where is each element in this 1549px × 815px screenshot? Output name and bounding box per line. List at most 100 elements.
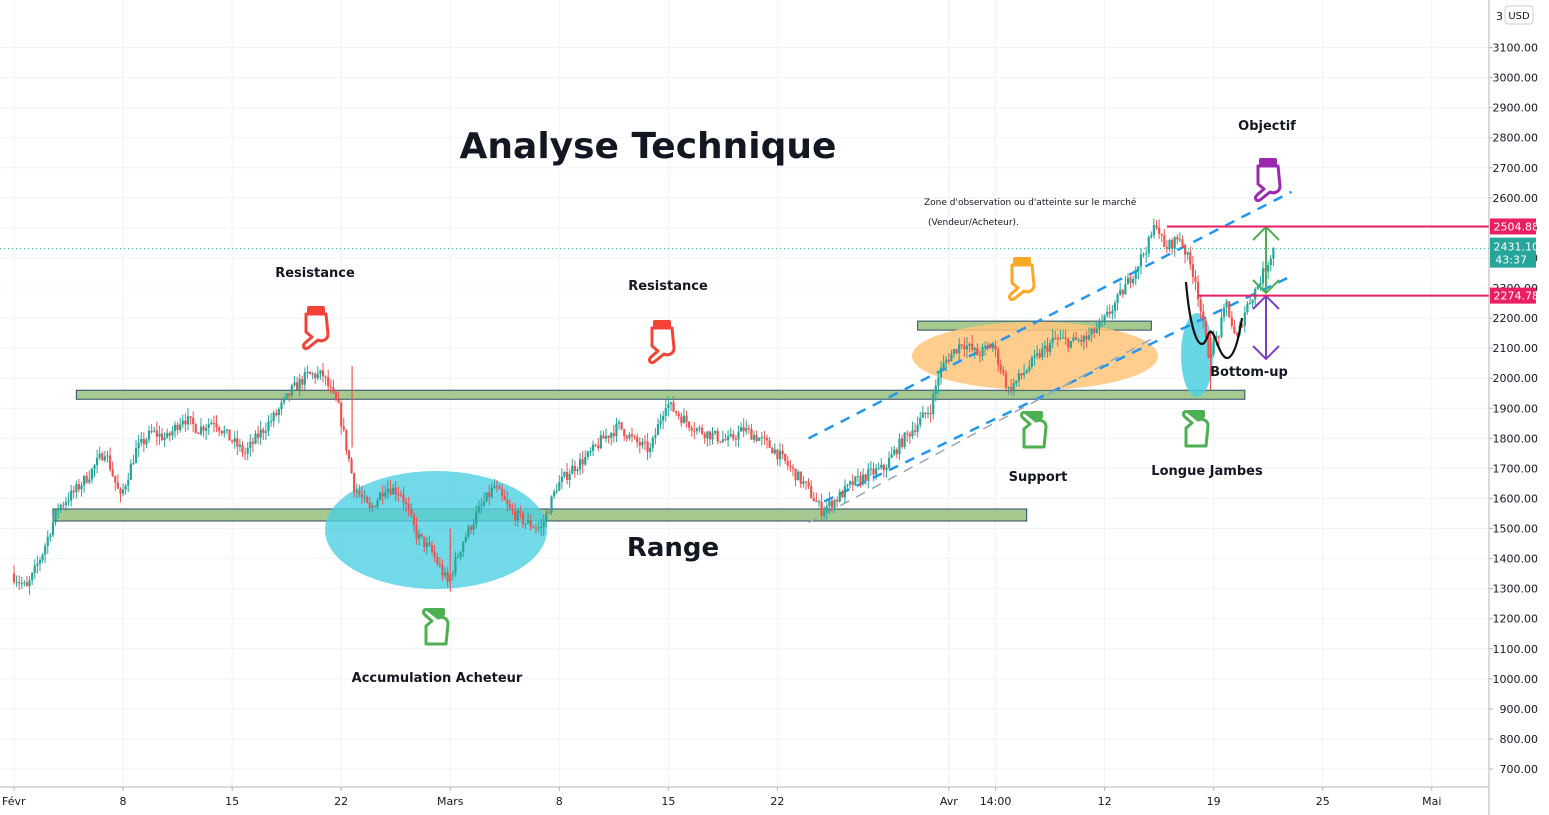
candle-body (849, 481, 852, 485)
candle-body (604, 435, 608, 439)
candle-body (1033, 355, 1036, 358)
candle-body (989, 346, 992, 349)
price-tick-label: 1700.00 (1493, 462, 1539, 475)
candle-body (620, 422, 623, 430)
candle-body (269, 420, 273, 422)
candle-body (823, 511, 826, 517)
candle-body (150, 430, 153, 432)
candle-body (594, 444, 597, 446)
candle-body (1142, 254, 1145, 256)
candle-body (537, 527, 540, 529)
countdown-label: 43:37 (1495, 254, 1527, 267)
candle-body (893, 449, 896, 455)
candle-body (80, 485, 83, 490)
candle-body (1194, 277, 1197, 282)
candle-body (420, 533, 423, 537)
candle-body (399, 494, 403, 496)
candle-body (786, 460, 789, 466)
label-longue-jambes: Longue Jambes (1151, 464, 1263, 479)
candle-body (231, 440, 234, 442)
price-tick-label: 700.00 (1500, 763, 1539, 776)
candle-body (999, 364, 1002, 371)
candle-body (690, 427, 693, 431)
candle-body (298, 378, 301, 390)
candle-body (155, 430, 158, 437)
candle-body (950, 353, 953, 362)
candle-body (1028, 366, 1031, 371)
currency-badge[interactable]: USD (1504, 5, 1534, 25)
candle-body (739, 427, 743, 432)
candle-body (890, 454, 893, 458)
candle-body (402, 494, 405, 503)
time-axis[interactable]: Févr 8 15 22 Mars 8 15 22 Avr 14:00 12 19 25 Mai (0, 786, 1489, 808)
candle-body (57, 509, 60, 511)
candle-body (797, 471, 800, 481)
label-range: Range (627, 533, 719, 563)
candle-body (815, 500, 818, 502)
candle-body (23, 582, 26, 584)
candle-body (404, 502, 408, 505)
price-tick-label: 900.00 (1500, 703, 1539, 716)
candle-body (412, 514, 415, 525)
candle-body (833, 499, 836, 508)
price-tick-label: 2900.00 (1493, 102, 1539, 115)
candle-body (275, 412, 278, 416)
candle-body (781, 450, 784, 455)
candle-body (607, 435, 610, 438)
candle-body (1035, 353, 1039, 356)
candle-body (77, 484, 81, 490)
candle-body (67, 500, 70, 502)
candle-body (251, 441, 254, 444)
candle-body (64, 501, 68, 506)
candle-body (599, 435, 602, 449)
candle-body (1145, 253, 1148, 255)
candle-body (254, 433, 257, 444)
candle-body (38, 560, 42, 564)
candle-body (560, 476, 563, 482)
candle-body (202, 426, 205, 431)
candle-body (602, 435, 605, 439)
candle-body (617, 422, 621, 424)
candle-body (197, 432, 200, 435)
price-level-badge-label: 2504.88 (1494, 220, 1540, 233)
accumulation-hand-icon (422, 608, 450, 646)
candle-body (1067, 338, 1070, 348)
price-tick-label: 1200.00 (1493, 613, 1539, 626)
candle-body (314, 373, 317, 379)
candle-body (553, 491, 556, 497)
candle-body (1228, 301, 1231, 318)
objectif-hand-icon (1254, 158, 1282, 202)
candle-body (433, 551, 436, 558)
candle-body (646, 441, 649, 453)
candle-body (1212, 338, 1215, 355)
candle-body (677, 413, 680, 417)
price-lines (0, 225, 1489, 297)
candle-body (267, 421, 270, 432)
candle-body (581, 459, 584, 465)
candle-body (784, 454, 787, 461)
candle-body (867, 469, 870, 481)
price-tick-label-partial: 3 (1496, 10, 1503, 23)
candle-body (179, 424, 182, 431)
candle-body (511, 508, 514, 511)
candle-body (503, 495, 506, 501)
candle-body (872, 468, 875, 475)
candle-body (765, 438, 769, 441)
candle-body (153, 430, 156, 432)
candle-body (95, 457, 99, 466)
price-axis[interactable]: 700.00 800.00 900.00 1000.00 1100.00 1200.00 1… (1488, 0, 1549, 815)
candle-body (916, 424, 919, 432)
candle-body (158, 433, 161, 437)
candle-body (101, 453, 104, 461)
candle-body (1189, 252, 1192, 265)
candle-body (625, 436, 628, 439)
candle-body (147, 430, 151, 440)
candle-body (1103, 315, 1106, 321)
candle-body (729, 434, 732, 437)
candle-body (205, 427, 208, 431)
candle-body (212, 423, 216, 425)
candle-body (955, 349, 958, 353)
candle-body (75, 484, 78, 493)
candle-body (669, 402, 673, 405)
